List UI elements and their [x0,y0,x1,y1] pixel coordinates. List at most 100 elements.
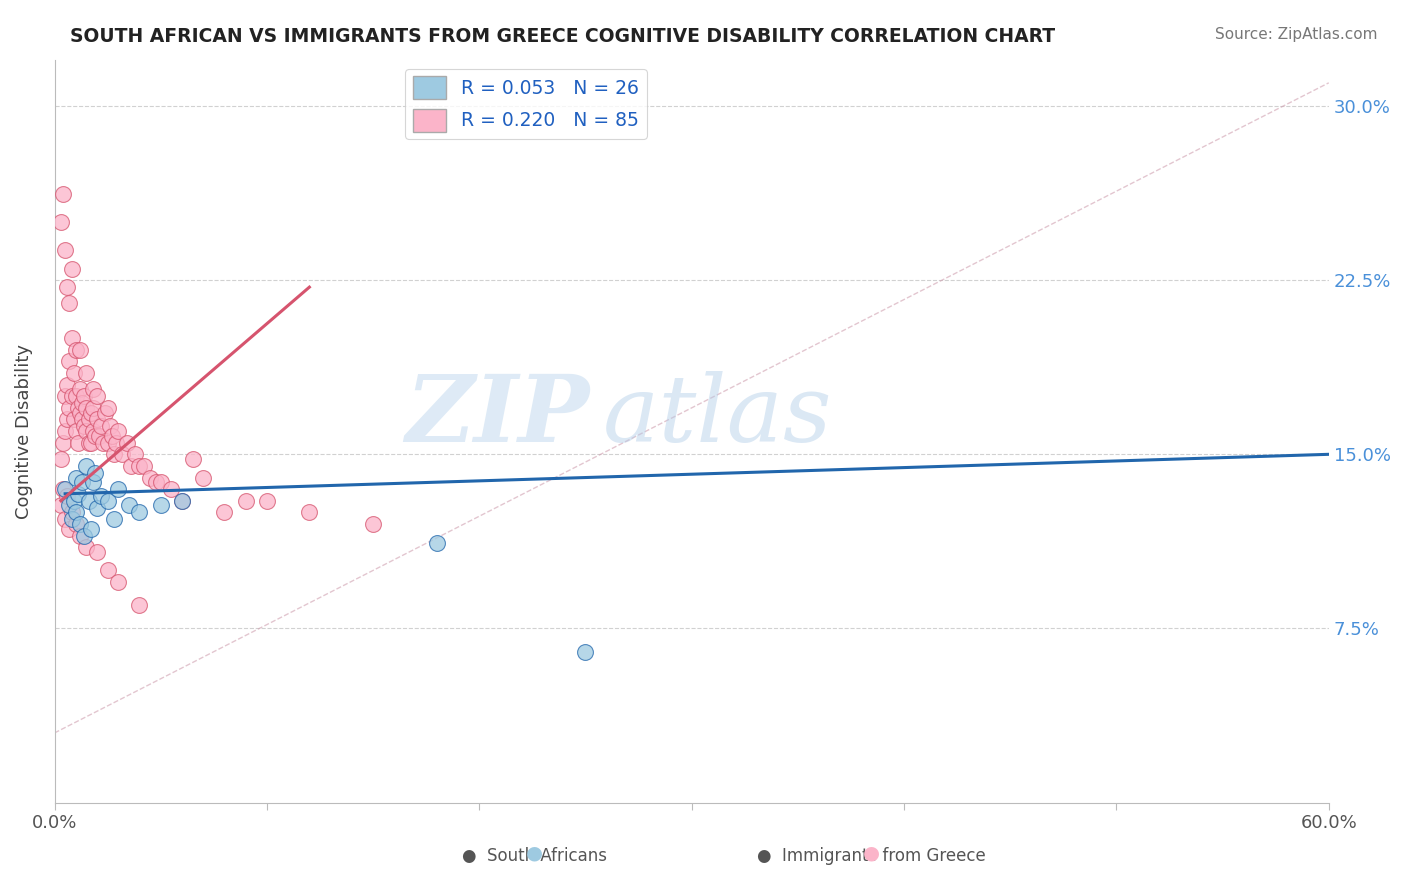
Point [107,482,129,496]
Point [128,458,150,473]
Point [53,243,76,257]
Point [90,489,112,503]
Point [83,466,105,480]
Point [73,419,96,434]
Point [120,458,142,473]
Point [298,505,321,519]
Point [53,512,76,526]
Point [70,475,93,490]
Point [66,435,89,450]
Point [69,516,91,531]
Point [105,435,128,450]
Point [69,382,91,396]
Point [97,401,120,415]
Text: Source: ZipAtlas.com: Source: ZipAtlas.com [1215,27,1378,42]
Point [60,389,83,403]
Point [107,574,129,589]
Point [73,528,96,542]
Point [62,493,84,508]
Point [149,475,172,490]
Text: ●: ● [526,844,543,863]
Point [73,389,96,403]
Point [93,435,115,450]
Point [65,505,87,519]
Point [65,516,87,531]
Point [70,412,93,426]
Point [70,396,93,410]
Point [86,389,108,403]
Point [170,493,193,508]
Point [49,215,72,229]
Point [77,493,100,508]
Point [77,412,100,426]
Point [160,482,183,496]
Point [56,412,79,426]
Point [79,405,101,419]
Point [103,447,125,461]
Point [79,435,101,450]
Point [86,412,108,426]
Point [214,505,236,519]
Point [124,447,146,461]
Point [62,366,84,380]
Point [75,458,97,473]
Point [60,512,83,526]
Point [82,424,104,438]
Point [56,489,79,503]
Point [118,499,141,513]
Text: ●  South Africans: ● South Africans [461,847,607,865]
Point [77,435,100,450]
Point [52,482,75,496]
Point [82,382,104,396]
Point [115,435,138,450]
Point [60,331,83,345]
Point [97,563,120,577]
Point [58,354,80,368]
Y-axis label: Cognitive Disability: Cognitive Disability [15,343,32,518]
Point [86,545,108,559]
Point [75,540,97,554]
Point [69,405,91,419]
Point [90,419,112,434]
Point [75,366,97,380]
Point [181,452,204,467]
Point [58,522,80,536]
Point [58,499,80,513]
Point [79,522,101,536]
Point [66,487,89,501]
Point [56,280,79,294]
Point [69,528,91,542]
Point [128,599,150,613]
Point [52,435,75,450]
Point [170,493,193,508]
Point [49,499,72,513]
Point [75,401,97,415]
Point [58,296,80,310]
Point [89,428,111,442]
Point [82,475,104,490]
Point [52,187,75,202]
Point [574,645,596,659]
Point [256,493,278,508]
Point [128,505,150,519]
Legend: R = 0.053   N = 26, R = 0.220   N = 85: R = 0.053 N = 26, R = 0.220 N = 85 [405,69,647,139]
Point [361,516,384,531]
Point [145,475,167,490]
Point [86,500,108,515]
Point [69,343,91,357]
Point [107,424,129,438]
Point [139,470,162,484]
Point [83,428,105,442]
Text: atlas: atlas [602,371,832,461]
Point [58,401,80,415]
Point [60,505,83,519]
Point [65,470,87,484]
Point [60,261,83,276]
Point [53,482,76,496]
Point [53,389,76,403]
Point [62,412,84,426]
Point [66,401,89,415]
Point [103,512,125,526]
Text: SOUTH AFRICAN VS IMMIGRANTS FROM GREECE COGNITIVE DISABILITY CORRELATION CHART: SOUTH AFRICAN VS IMMIGRANTS FROM GREECE … [70,27,1056,45]
Point [65,343,87,357]
